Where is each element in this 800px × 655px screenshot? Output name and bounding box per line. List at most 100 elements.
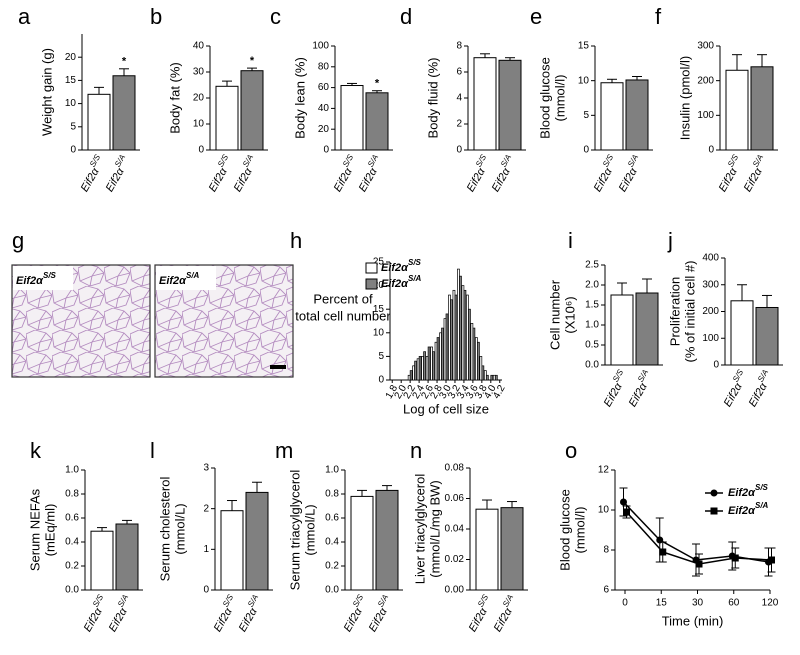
genotype: S/S bbox=[731, 367, 746, 383]
gene-name: Eif2α bbox=[381, 278, 409, 290]
genotype: S/S bbox=[216, 152, 231, 168]
panel-letter: a bbox=[18, 4, 31, 29]
y-tick-label: 1.0 bbox=[65, 465, 79, 476]
gene-name: Eif2α bbox=[490, 166, 513, 194]
genotype: S/A bbox=[756, 368, 770, 384]
genotype: S/A bbox=[241, 153, 255, 169]
gene-name: Eif2α bbox=[592, 166, 615, 194]
marker bbox=[731, 554, 739, 562]
y-axis-label: Body fluid (%) bbox=[425, 58, 440, 139]
y-tick-label: 0 bbox=[378, 375, 384, 386]
y-axis-label: (mmol/l) bbox=[552, 75, 567, 122]
genotype-label: Eif2αS/S bbox=[381, 258, 422, 274]
gene-name: Eif2α bbox=[742, 166, 765, 194]
y-tick-label: 15 bbox=[373, 304, 385, 315]
y-tick-label: 20 bbox=[373, 280, 385, 291]
y-tick-label: 25 bbox=[373, 257, 385, 268]
gene-name: Eif2α bbox=[207, 166, 230, 194]
bar bbox=[725, 69, 749, 151]
genotype: S/A bbox=[408, 274, 422, 283]
y-tick-label: 0.2 bbox=[65, 561, 79, 572]
gene-name: Eif2α bbox=[747, 381, 770, 409]
y-axis-label: (% of initial cell #) bbox=[682, 261, 697, 363]
y-tick-label: 0.0 bbox=[65, 585, 79, 596]
panel-letter: l bbox=[150, 438, 155, 463]
bar bbox=[610, 294, 634, 366]
gene-name: Eif2α bbox=[492, 606, 515, 634]
genotype: S/S bbox=[476, 592, 491, 608]
genotype-label: Eif2αS/A bbox=[743, 368, 776, 409]
y-axis-label: Serum cholesterol bbox=[157, 477, 172, 582]
y-tick-label: 10 bbox=[193, 119, 205, 130]
y-axis-label: (X10⁶) bbox=[562, 296, 577, 333]
genotype: S/S bbox=[408, 258, 422, 267]
bar bbox=[481, 365, 485, 381]
bar bbox=[445, 313, 449, 381]
y-tick-label: 2 bbox=[203, 503, 209, 514]
bar bbox=[454, 294, 458, 381]
gene-name: Eif2α bbox=[16, 275, 44, 287]
significance: * bbox=[375, 78, 380, 90]
x-tick-label: 60 bbox=[728, 598, 740, 609]
y-tick-label: 4 bbox=[456, 93, 462, 104]
y-tick-label: 100 bbox=[702, 333, 719, 344]
y-tick-label: 1.0 bbox=[585, 320, 599, 331]
gene-name: Eif2α bbox=[728, 505, 756, 517]
bar bbox=[414, 360, 418, 381]
x-tick-label: 30 bbox=[692, 598, 704, 609]
bar bbox=[468, 308, 471, 381]
genotype: S/S bbox=[755, 483, 769, 492]
y-tick-label: 20 bbox=[318, 124, 330, 135]
x-tick-label: 120 bbox=[762, 598, 779, 609]
x-tick-label: 0 bbox=[622, 598, 628, 609]
panel-letter: i bbox=[568, 228, 573, 253]
y-axis-label: total cell number bbox=[295, 308, 391, 323]
y-tick-label: 0 bbox=[70, 145, 76, 156]
y-tick-label: 200 bbox=[697, 75, 714, 86]
y-axis-label: Body fat (%) bbox=[167, 62, 182, 134]
y-tick-label: 20 bbox=[193, 93, 205, 104]
gene-name: Eif2α bbox=[82, 606, 105, 634]
y-tick-label: 400 bbox=[702, 253, 719, 264]
y-tick-label: 20 bbox=[65, 52, 77, 63]
genotype: S/S bbox=[341, 152, 356, 168]
y-tick-label: 0 bbox=[456, 145, 462, 156]
genotype-label: Eif2αS/S bbox=[16, 271, 57, 287]
bar bbox=[350, 495, 374, 591]
genotype-label: Eif2αS/A bbox=[613, 153, 646, 194]
bar bbox=[220, 510, 244, 591]
bar bbox=[600, 82, 624, 151]
y-tick-label: 2.5 bbox=[585, 260, 599, 271]
gene-name: Eif2α bbox=[107, 606, 130, 634]
y-tick-label: 0.8 bbox=[325, 489, 339, 500]
y-tick-label: 8 bbox=[603, 545, 609, 556]
y-tick-label: 15 bbox=[578, 41, 590, 52]
genotype-label: Eif2αS/A bbox=[623, 368, 656, 409]
gene-name: Eif2α bbox=[342, 606, 365, 634]
y-tick-label: 0.8 bbox=[65, 489, 79, 500]
y-tick-label: 0.06 bbox=[445, 493, 465, 504]
y-tick-label: 6 bbox=[456, 67, 462, 78]
bar bbox=[730, 300, 754, 366]
significance: * bbox=[250, 55, 255, 67]
bar bbox=[498, 59, 522, 151]
genotype: S/S bbox=[611, 367, 626, 383]
genotype: S/A bbox=[366, 153, 380, 169]
y-tick-label: 40 bbox=[318, 103, 330, 114]
y-tick-label: 30 bbox=[193, 67, 205, 78]
y-tick-label: 2.0 bbox=[585, 280, 599, 291]
genotype: S/A bbox=[376, 593, 390, 609]
panel-letter: h bbox=[290, 228, 302, 253]
y-tick-label: 40 bbox=[193, 41, 205, 52]
gene-name: Eif2α bbox=[381, 262, 409, 274]
marker bbox=[695, 560, 703, 568]
genotype: S/S bbox=[726, 152, 741, 168]
x-tick-label: 4.2 bbox=[491, 383, 508, 401]
legend-swatch bbox=[365, 262, 378, 274]
gene-name: Eif2α bbox=[332, 166, 355, 194]
panel-letter: c bbox=[270, 4, 281, 29]
y-tick-label: 0.0 bbox=[325, 585, 339, 596]
gene-name: Eif2α bbox=[465, 166, 488, 194]
marker bbox=[623, 508, 630, 516]
bar bbox=[436, 337, 440, 381]
